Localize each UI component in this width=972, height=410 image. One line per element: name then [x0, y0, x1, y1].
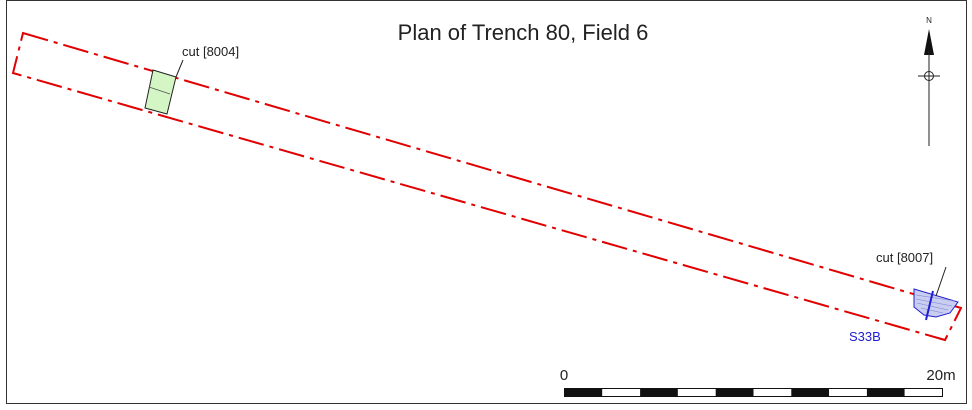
cut-8004-fill [144, 69, 177, 115]
scale-bar-segment [829, 388, 867, 397]
scale-bar-segment [791, 388, 830, 397]
north-arrow-head [924, 29, 934, 55]
cut-8004-label: cut [8004] [182, 44, 239, 59]
scale-bar-segment [904, 388, 943, 397]
section-label-s33b: S33B [849, 329, 881, 344]
cut-8007: cut [8007] S33B [849, 250, 959, 344]
cut-8004: cut [8004] [144, 44, 239, 115]
scale-bar: 0 20m [560, 367, 956, 397]
north-arrow-circle [924, 71, 934, 81]
scale-end-label: 20m [926, 367, 955, 384]
scale-bar-segment [866, 388, 905, 397]
scale-bar-segment [640, 388, 678, 397]
scale-bar-segments [564, 388, 943, 397]
north-arrow: N [918, 16, 940, 146]
scale-bar-segment [753, 388, 792, 397]
scale-bar-outline [564, 388, 943, 397]
scale-bar-segment [564, 388, 603, 397]
cut-8004-section-line [148, 86, 171, 95]
trench-outline [11, 31, 963, 342]
scale-bar-segment [677, 388, 716, 397]
drawing-frame [6, 0, 967, 404]
cut-8007-label: cut [8007] [876, 250, 933, 265]
north-arrow-label: N [926, 16, 932, 25]
section-line-s33b [925, 290, 934, 321]
cut-8007-leader-line [935, 266, 947, 297]
cut-8004-leader-line [175, 59, 184, 78]
scale-start-label: 0 [560, 367, 568, 384]
scale-bar-segment [715, 388, 754, 397]
scale-bar-segment [602, 388, 641, 397]
drawing-title: Plan of Trench 80, Field 6 [398, 20, 649, 45]
cut-8007-hatching [915, 294, 956, 314]
